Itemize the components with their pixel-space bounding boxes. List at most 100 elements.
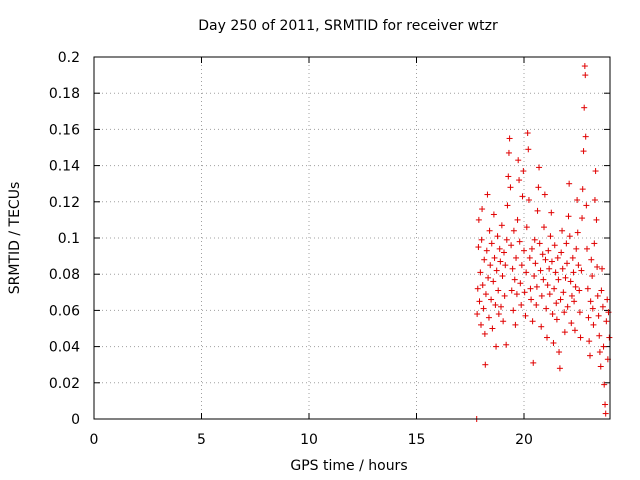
data-point bbox=[508, 287, 515, 294]
data-point bbox=[602, 410, 609, 417]
data-point bbox=[564, 260, 570, 267]
data-point bbox=[579, 215, 586, 222]
data-point bbox=[495, 311, 502, 318]
data-point bbox=[598, 287, 605, 294]
data-point bbox=[551, 242, 558, 249]
y-tick-label: 0.12 bbox=[49, 195, 80, 211]
data-point bbox=[489, 325, 496, 332]
data-point bbox=[561, 329, 568, 336]
x-tick-label: 10 bbox=[300, 432, 318, 448]
data-point bbox=[590, 321, 597, 328]
data-point bbox=[522, 312, 529, 319]
data-point bbox=[571, 298, 578, 305]
data-point bbox=[534, 207, 541, 214]
data-point bbox=[501, 249, 508, 256]
data-point bbox=[576, 287, 583, 294]
data-point bbox=[486, 227, 493, 234]
data-point bbox=[599, 265, 606, 272]
data-point bbox=[601, 381, 608, 388]
data-point bbox=[585, 314, 592, 321]
data-point bbox=[546, 265, 553, 272]
data-point bbox=[530, 359, 537, 366]
data-point bbox=[581, 63, 588, 70]
data-point bbox=[493, 343, 500, 350]
data-point bbox=[490, 278, 497, 285]
data-point bbox=[553, 316, 560, 323]
data-point bbox=[478, 321, 484, 328]
data-point bbox=[478, 236, 485, 243]
data-point bbox=[548, 209, 555, 216]
data-point bbox=[508, 242, 515, 249]
data-point bbox=[505, 149, 512, 156]
data-point bbox=[552, 269, 559, 276]
data-point bbox=[525, 196, 532, 203]
data-point bbox=[564, 303, 571, 310]
data-point bbox=[484, 191, 491, 198]
data-point bbox=[547, 233, 554, 240]
x-tick-label: 15 bbox=[408, 432, 426, 448]
data-point bbox=[538, 292, 545, 299]
data-point bbox=[597, 363, 604, 370]
data-point bbox=[586, 338, 593, 345]
data-point bbox=[583, 202, 590, 209]
y-tick-label: 0 bbox=[71, 412, 80, 428]
data-point bbox=[497, 303, 504, 310]
data-point bbox=[529, 318, 536, 325]
data-point bbox=[587, 298, 594, 305]
data-point bbox=[553, 300, 560, 307]
data-point bbox=[476, 298, 483, 305]
data-point bbox=[497, 258, 504, 265]
data-point bbox=[475, 216, 482, 223]
data-point bbox=[594, 263, 601, 270]
data-point bbox=[507, 184, 514, 191]
data-point bbox=[579, 186, 586, 193]
data-point bbox=[566, 233, 573, 240]
data-point bbox=[576, 309, 583, 316]
data-point bbox=[525, 146, 532, 153]
y-tick-label: 0.14 bbox=[49, 159, 80, 175]
data-point bbox=[556, 365, 563, 372]
data-point bbox=[559, 227, 566, 234]
data-point bbox=[475, 244, 482, 251]
data-point bbox=[487, 262, 494, 269]
data-point bbox=[595, 312, 602, 319]
data-point bbox=[510, 227, 517, 234]
data-point bbox=[533, 283, 540, 290]
data-point bbox=[602, 401, 609, 408]
data-points bbox=[473, 63, 613, 422]
data-point bbox=[527, 285, 534, 292]
data-point bbox=[541, 191, 548, 198]
data-point bbox=[518, 301, 525, 308]
x-tick-label: 20 bbox=[515, 432, 533, 448]
data-point bbox=[555, 276, 562, 283]
data-point bbox=[504, 202, 511, 209]
data-point bbox=[493, 267, 500, 274]
data-point bbox=[490, 211, 497, 218]
data-point bbox=[539, 251, 546, 258]
y-tick-label: 0.16 bbox=[49, 122, 80, 138]
data-point bbox=[565, 213, 572, 220]
data-point bbox=[502, 262, 509, 269]
x-tick-label: 0 bbox=[90, 432, 99, 448]
data-point bbox=[531, 273, 538, 280]
data-point bbox=[578, 267, 585, 274]
data-point bbox=[474, 285, 481, 292]
data-point bbox=[515, 157, 522, 164]
data-point bbox=[568, 320, 575, 327]
data-point bbox=[542, 256, 549, 263]
data-point bbox=[570, 269, 577, 276]
data-point bbox=[511, 276, 518, 283]
data-point bbox=[556, 349, 563, 356]
data-point bbox=[588, 256, 595, 263]
y-tick-label: 0.02 bbox=[49, 376, 80, 392]
data-point bbox=[532, 260, 539, 267]
data-point bbox=[517, 280, 524, 287]
plot-frame bbox=[93, 56, 611, 420]
data-point bbox=[521, 247, 527, 254]
y-tick-label: 0.08 bbox=[49, 267, 80, 283]
data-point bbox=[545, 247, 552, 254]
data-point bbox=[485, 314, 492, 321]
data-point bbox=[524, 130, 531, 137]
data-point bbox=[591, 196, 598, 203]
